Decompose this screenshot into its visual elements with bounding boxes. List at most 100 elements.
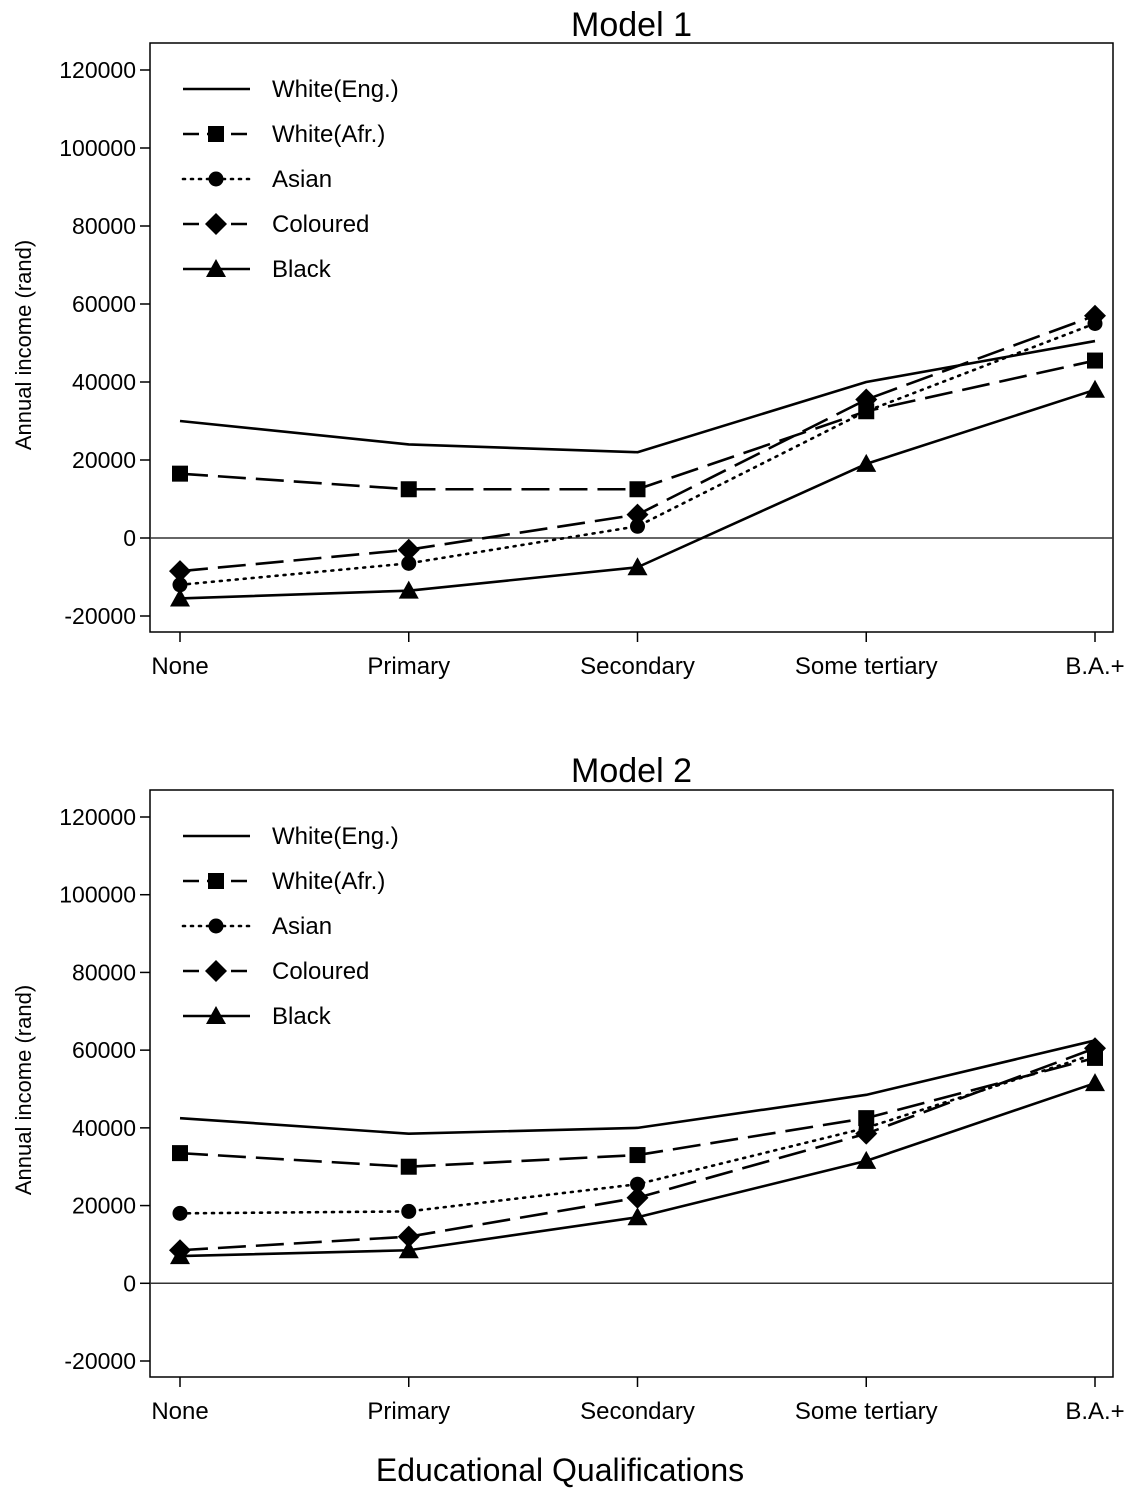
data-point	[626, 503, 649, 526]
data-point	[629, 481, 646, 498]
x-tick-label-some-tertiary: Some tertiary	[795, 1398, 938, 1425]
legend-marker	[208, 126, 224, 142]
x-tick-label-primary: Primary	[367, 1398, 450, 1425]
y-tick-label: 100000	[59, 135, 136, 161]
legend: White(Eng.) White(Afr.) Asian Coloured Black	[181, 76, 399, 283]
series-coloured	[169, 304, 1106, 583]
y-tick-label: 60000	[72, 1037, 136, 1063]
x-tick-label-secondary: Secondary	[580, 653, 695, 680]
y-tick-label: 100000	[59, 882, 136, 908]
series-line	[179, 1039, 1096, 1135]
data-point	[398, 1240, 419, 1259]
data-point	[401, 1203, 417, 1219]
data-point	[172, 1145, 188, 1162]
data-point	[172, 465, 188, 482]
series-black	[170, 1073, 1105, 1265]
legend-label-coloured: Coloured	[272, 958, 369, 985]
model-2-panel: Model 2 -20000 0 20000 40000 60000 80000 100000…	[11, 752, 1125, 1425]
data-point	[172, 1205, 188, 1221]
x-tick-label-some-tertiary: Some tertiary	[795, 653, 938, 680]
legend-marker	[205, 960, 227, 982]
legend-marker	[208, 171, 224, 187]
data-point	[1084, 304, 1106, 327]
data-point	[629, 1147, 646, 1164]
series-white-afr	[172, 352, 1103, 498]
series-white-afr	[172, 1049, 1103, 1175]
y-axis-label: Annual income (rand)	[11, 240, 36, 450]
model-1-panel: Model 1 -20000 0 20000 40000 60000 80000 100000…	[11, 6, 1125, 680]
legend-label-asian: Asian	[272, 913, 332, 940]
legend-label-black: Black	[272, 1003, 332, 1030]
data-point	[855, 388, 878, 411]
x-tick-label-b-a: B.A.+	[1065, 1398, 1124, 1425]
y-tick-label: 0	[123, 1270, 136, 1296]
legend-marker	[206, 259, 226, 277]
figure-xlabel: Educational Qualifications	[376, 1452, 744, 1488]
y-tick-label: 20000	[72, 447, 136, 473]
y-tick-label: 40000	[72, 1115, 136, 1141]
data-point	[400, 481, 417, 498]
series-line	[179, 1081, 1096, 1258]
y-tick-label: -20000	[64, 1348, 136, 1374]
data-point	[856, 453, 877, 472]
legend-label-white-afr: White(Afr.)	[272, 121, 385, 148]
legend-label-asian: Asian	[272, 166, 332, 193]
data-point	[858, 403, 874, 419]
chart-title: Model 2	[571, 752, 692, 790]
legend-label-coloured: Coloured	[272, 211, 369, 238]
data-point	[398, 580, 419, 599]
y-tick-label: 60000	[72, 291, 136, 317]
data-point	[627, 1207, 648, 1226]
data-point	[397, 538, 420, 561]
legend-label-black: Black	[272, 256, 332, 283]
data-point	[170, 1246, 190, 1265]
data-point	[169, 560, 191, 583]
data-point	[400, 1158, 417, 1175]
data-point	[397, 1225, 420, 1248]
series-white-eng	[179, 339, 1096, 454]
data-point	[1085, 379, 1105, 398]
series-black	[170, 379, 1105, 607]
series-line	[179, 339, 1096, 454]
legend-label-white-afr: White(Afr.)	[272, 868, 385, 895]
series-asian	[172, 316, 1103, 593]
x-tick-label-secondary: Secondary	[580, 1398, 695, 1425]
x-tick-label-none: None	[151, 1398, 208, 1425]
y-tick-label: -20000	[64, 603, 136, 629]
y-axis-label: Annual income (rand)	[11, 985, 36, 1195]
data-point	[630, 1176, 645, 1192]
data-point	[630, 518, 645, 534]
legend-label-white-eng: White(Eng.)	[272, 76, 399, 103]
y-tick-label: 0	[123, 525, 136, 551]
series-white-eng	[179, 1039, 1096, 1135]
x-tick-label-primary: Primary	[367, 653, 450, 680]
legend-marker	[208, 918, 224, 934]
legend: White(Eng.) White(Afr.) Asian Coloured Black	[181, 823, 399, 1030]
data-point	[1087, 352, 1103, 369]
y-tick-label: 80000	[72, 959, 136, 985]
y-tick-label: 120000	[59, 804, 136, 830]
y-tick-label: 80000	[72, 213, 136, 239]
legend-marker	[205, 213, 227, 235]
data-point	[401, 555, 417, 571]
data-point	[626, 1186, 649, 1209]
chart-title: Model 1	[571, 6, 692, 44]
plot-frame	[149, 789, 1114, 1378]
data-point	[172, 577, 188, 593]
legend-marker	[208, 873, 224, 889]
x-tick-label-b-a: B.A.+	[1065, 653, 1124, 680]
data-point	[170, 588, 190, 607]
legend-label-white-eng: White(Eng.)	[272, 823, 399, 850]
data-point	[1084, 1037, 1106, 1060]
x-tick-label-none: None	[151, 653, 208, 680]
data-point	[855, 1122, 878, 1145]
y-tick-label: 40000	[72, 369, 136, 395]
series-line	[179, 359, 1096, 491]
y-tick-label: 120000	[59, 57, 136, 83]
data-point	[627, 557, 648, 576]
data-point	[856, 1150, 877, 1169]
plot-frame	[149, 42, 1114, 633]
series-line	[178, 322, 1097, 587]
legend-marker	[206, 1006, 226, 1024]
